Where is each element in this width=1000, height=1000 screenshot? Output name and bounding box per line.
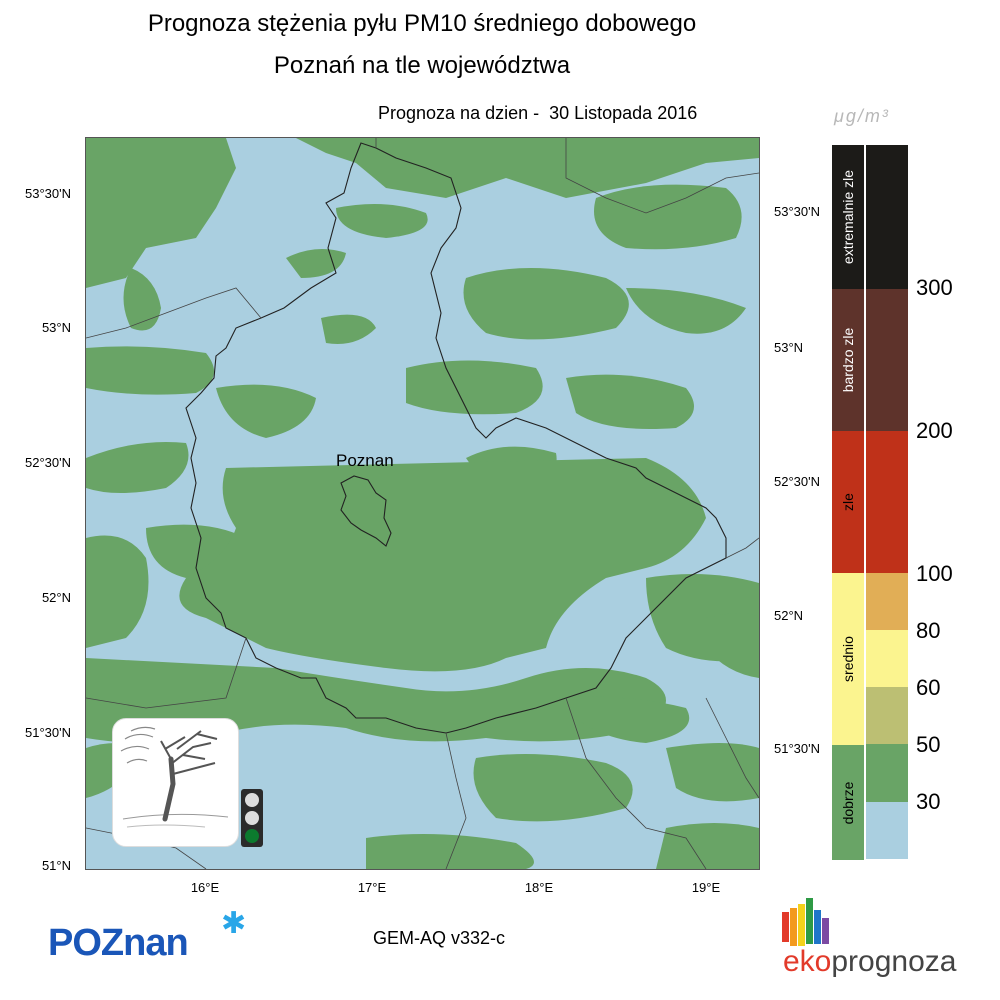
legend-color-swatch [866,744,908,802]
model-label: GEM-AQ v332-c [373,928,506,948]
ekoprognoza-bar [790,908,797,946]
ekoprognoza-bars-icon [782,898,830,946]
legend: extremalnie zle bardzo zle zle srednio dobrz… [832,145,908,860]
lon-label: 16°E [190,880,220,895]
poznan-logo: POZnan [48,922,189,964]
legend-category-label: dobrze [840,781,856,824]
map-subtitle: Poznań na tle województwa [273,52,571,79]
legend-category-label: bardzo zle [840,327,856,393]
legend-tick-label: 100 [916,561,953,586]
lat-label-left: 53°30'N [25,186,71,201]
ekoprognoza-bar [782,912,789,942]
lon-label: 17°E [357,880,387,895]
lat-label-right: 51°30'N [774,741,820,756]
lat-label-left: 51°30'N [25,725,71,740]
city-label-poznan: Poznan [336,451,394,470]
legend-color-swatch [866,802,908,859]
legend-category: bardzo zle [832,289,864,431]
legend-tick-label: 300 [916,275,953,300]
lat-label-left: 53°N [41,320,71,335]
legend-category: extremalnie zle [832,145,864,289]
lat-label-left: 52°N [41,590,71,605]
ekoprognoza-bar [806,898,813,944]
legend-tick-label: 60 [916,675,941,700]
legend-category: srednio [832,573,864,745]
traffic-light-green-lamp [245,829,259,843]
legend-category-label: srednio [840,636,856,682]
unit-label: μg/m³ [834,106,890,126]
ekoprognoza-logo-part1: eko [783,945,832,978]
legend-color-swatch [866,289,908,431]
ekoprognoza-bar [822,918,829,944]
legend-category-label: extremalnie zle [840,169,856,265]
traffic-light-yellow-lamp [245,811,259,825]
traffic-light-icon [241,789,263,847]
lat-label-right: 52°30'N [774,474,820,489]
legend-color-swatch [866,145,908,289]
voivodeship-border [185,142,727,734]
lat-label-left: 51°N [41,858,71,873]
lon-label: 19°E [691,880,721,895]
lat-label-right: 53°30'N [774,204,820,219]
legend-color-swatch [866,687,908,744]
legend-color-swatch [866,431,908,573]
legend-tick-label: 30 [916,789,941,814]
traffic-light-red-lamp [245,793,259,807]
legend-color-swatch [866,573,908,630]
ekoprognoza-logo-part2: prognoza [831,945,957,978]
lat-label-left: 52°30'N [25,455,71,470]
legend-tick-label: 200 [916,418,953,443]
lon-label: 18°E [524,880,554,895]
legend-tick-label: 50 [916,732,941,757]
wind-tree-icon [112,718,239,847]
ekoprognoza-bar [798,904,805,946]
forecast-date: Prognoza na dzien - 30 Listopada 2016 [378,103,698,123]
legend-category: zle [832,431,864,573]
lat-label-right: 53°N [774,340,804,355]
legend-category: dobrze [832,745,864,860]
ekoprognoza-logo: ekoprognoza [783,945,956,979]
map-title: Prognoza stężenia pyłu PM10 średniego do… [147,10,697,37]
legend-color-swatch [866,630,908,687]
ekoprognoza-bar [814,910,821,944]
legend-tick-label: 80 [916,618,941,643]
lat-label-right: 52°N [774,608,804,623]
legend-category-label: zle [840,493,856,511]
star-icon: ✱ [221,907,247,940]
poznan-city-border [340,475,392,547]
